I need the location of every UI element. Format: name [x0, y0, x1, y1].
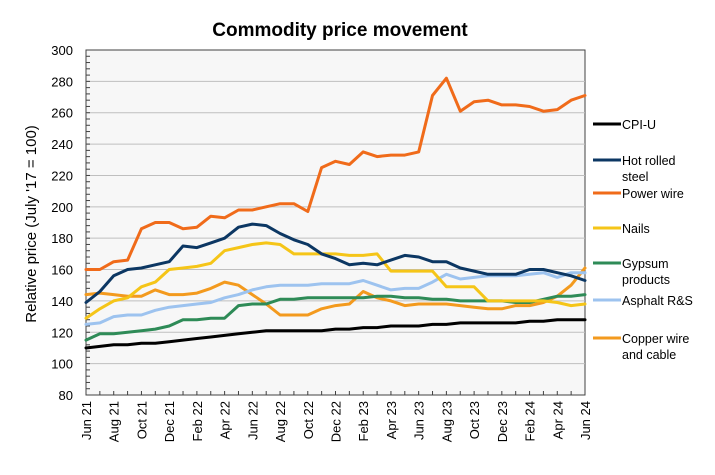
legend-item-gypsum-products: Gypsum products [593, 257, 670, 287]
x-tick-label: Apr 24 [550, 401, 565, 439]
legend-label: Asphalt R&S [622, 294, 693, 308]
x-tick-label: Dec 23 [495, 401, 510, 442]
series-line-copper-wire-and-cable [84, 266, 587, 317]
y-tick-label: 300 [51, 43, 73, 58]
y-tick-label: 120 [51, 325, 73, 340]
x-tick-label: Dec 21 [162, 401, 177, 442]
x-tick-label: Jun 21 [79, 401, 94, 440]
x-tick-label: Feb 24 [523, 401, 538, 441]
series-line-cpi-u [84, 318, 587, 350]
x-tick-label: Apr 23 [384, 401, 399, 439]
y-tick-label: 240 [51, 137, 73, 152]
x-tick-label: Dec 22 [329, 401, 344, 442]
y-tick-label: 200 [51, 200, 73, 215]
y-axis-title: Relative price (July '17 = 100) [23, 125, 40, 323]
y-axis: 80 100 120 140 160 180 200 220 240 260 280 300 [51, 43, 90, 403]
legend-item-hot-rolled-steel: Hot rolled steel [593, 154, 676, 184]
legend-label: Power wire [622, 187, 684, 201]
series-line-hot-rolled-steel [84, 222, 587, 304]
legend-item-copper-wire-and-cable: Copper wire and cable [593, 332, 689, 362]
y-tick-label: 180 [51, 231, 73, 246]
y-tick-label: 260 [51, 106, 73, 121]
gridlines [86, 80, 585, 365]
legend-label: Hot rolled steel [622, 154, 676, 184]
x-tick-label: Oct 23 [467, 401, 482, 439]
y-tick-label: 280 [51, 74, 73, 89]
y-tick-label: 100 [51, 357, 73, 372]
legend-item-nails: Nails [593, 222, 650, 236]
y-tick-label: 80 [59, 388, 73, 403]
chart-title: Commodity price movement [212, 20, 468, 41]
legend-item-cpi-u: CPI-U [593, 118, 656, 132]
x-tick-label: Jun 24 [578, 401, 593, 440]
legend-item-asphalt-r-s: Asphalt R&S [593, 294, 693, 308]
series-line-nails [84, 241, 587, 320]
series-lines [84, 76, 587, 350]
legend: CPI-U Hot rolled steel Power wire Nails Gypsu… [593, 118, 693, 362]
x-tick-label: Aug 23 [439, 401, 454, 442]
x-tick-label: Jun 22 [245, 401, 260, 440]
x-tick-label: Apr 22 [218, 401, 233, 439]
legend-label: Gypsum products [622, 257, 670, 287]
legend-item-power-wire: Power wire [593, 187, 684, 201]
legend-label: CPI-U [622, 118, 656, 132]
x-tick-label: Feb 23 [356, 401, 371, 441]
legend-label: Nails [622, 222, 650, 236]
x-tick-label: Jun 23 [412, 401, 427, 440]
x-axis: Jun 21 Aug 21 Oct 21 Dec 21 Feb 22 Apr 22 Jun … [79, 391, 593, 442]
x-tick-label: Feb 22 [190, 401, 205, 441]
legend-label: Copper wire and cable [622, 332, 689, 362]
x-tick-label: Oct 22 [301, 401, 316, 439]
x-tick-label: Aug 21 [107, 401, 122, 442]
x-tick-label: Aug 22 [273, 401, 288, 442]
series-line-power-wire [84, 76, 587, 271]
y-tick-label: 220 [51, 168, 73, 183]
y-tick-label: 140 [51, 294, 73, 309]
x-tick-label: Oct 21 [134, 401, 149, 439]
y-tick-label: 160 [51, 263, 73, 278]
